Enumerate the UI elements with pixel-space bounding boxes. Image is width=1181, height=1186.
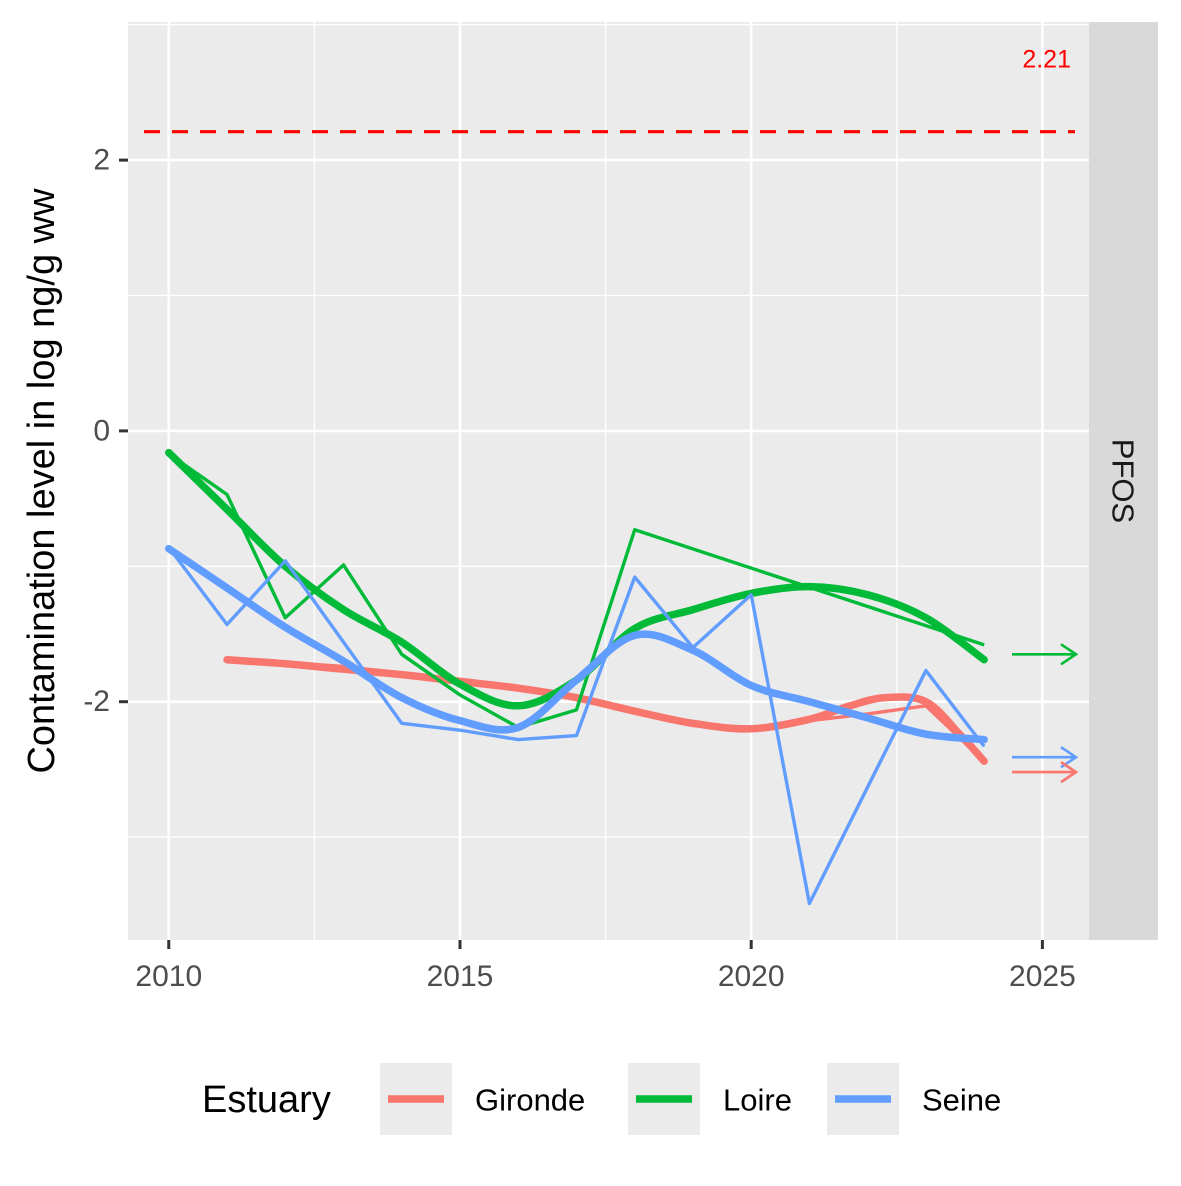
projection-arrowhead-loire (1060, 643, 1079, 666)
plot-panel (128, 22, 1089, 940)
y-axis: -2 0 2 (83, 144, 128, 718)
y-tick-label: 0 (93, 414, 110, 447)
y-axis-title: Contamination level in log ng/g ww (21, 188, 63, 774)
legend-label-seine: Seine (922, 1083, 1001, 1118)
facet-strip-label: PFOS (1106, 439, 1141, 523)
y-tick-label: 2 (93, 144, 110, 177)
projection-arrowhead-gironde (1060, 761, 1079, 784)
legend-items: Gironde Loire Seine (380, 1063, 1001, 1135)
trend-line-seine (165, 544, 988, 744)
threshold-label: 2.21 (1022, 46, 1071, 74)
series-line-seine (167, 546, 986, 906)
projection-arrows (1012, 643, 1079, 784)
x-tick-label: 2015 (427, 960, 494, 993)
trend-line-gironde (223, 655, 988, 766)
x-tick-label: 2010 (135, 960, 202, 993)
legend-label-loire: Loire (723, 1083, 792, 1118)
legend-title: Estuary (202, 1079, 331, 1121)
series-group (165, 448, 988, 906)
threshold-group: 2.21 (144, 46, 1075, 134)
grid-minor (128, 22, 1089, 940)
legend: Estuary Gironde Loire Seine (202, 1063, 1001, 1135)
x-tick-label: 2020 (718, 960, 785, 993)
facet-strip (1089, 22, 1158, 940)
x-tick-label: 2025 (1009, 960, 1076, 993)
x-axis: 2010 2015 2020 2025 (135, 940, 1076, 993)
y-tick-label: -2 (83, 685, 110, 718)
legend-label-gironde: Gironde (475, 1083, 585, 1118)
series-line-loire (167, 452, 985, 730)
